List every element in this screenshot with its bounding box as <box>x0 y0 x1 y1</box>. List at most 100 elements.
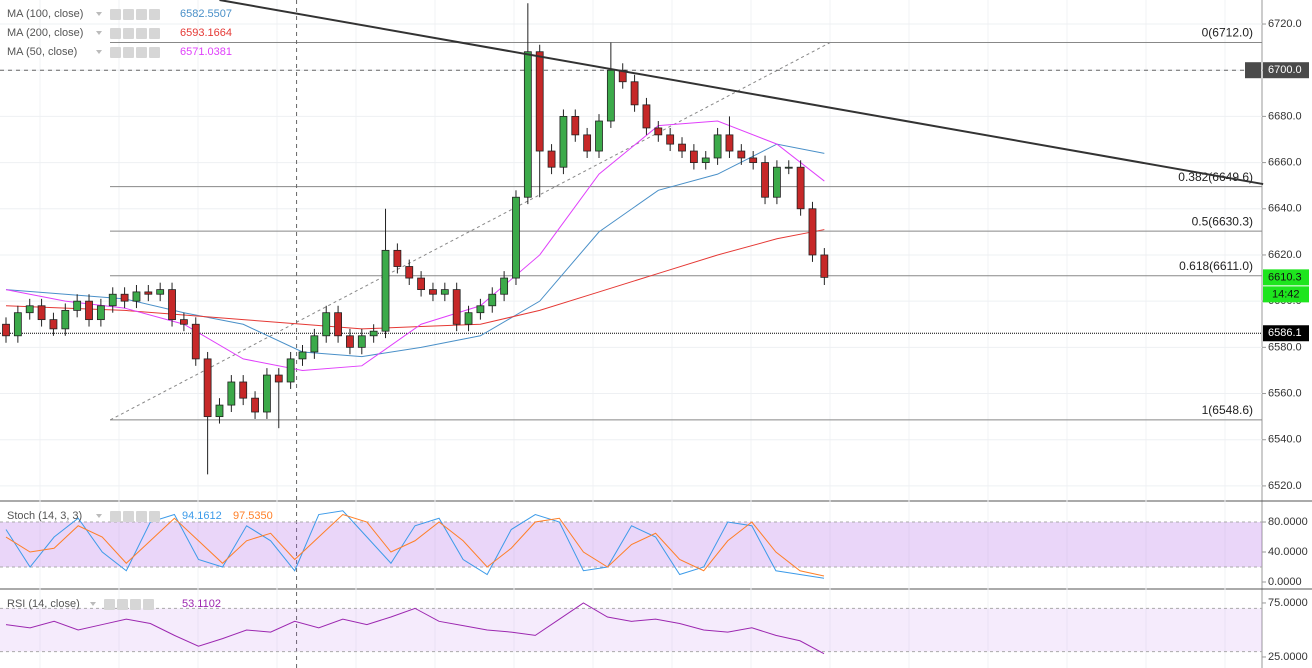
y-tick-label: 6640.0 <box>1268 203 1302 215</box>
candle-body <box>168 289 176 321</box>
candle-body <box>156 289 165 295</box>
candle-body <box>713 134 722 159</box>
candle-body <box>251 397 259 413</box>
candle-body <box>523 51 532 198</box>
candle-body <box>381 249 390 332</box>
candle-body <box>179 319 188 325</box>
candle-body <box>298 351 307 360</box>
crosshair-plus <box>1245 62 1261 79</box>
y-tick-label: 6660.0 <box>1268 156 1302 168</box>
candle-body <box>96 305 105 321</box>
candle-body <box>678 143 686 152</box>
candle-body <box>334 312 342 337</box>
candle-body <box>286 358 295 383</box>
candle-body <box>595 120 603 152</box>
legend-value: 97.5350 <box>233 510 273 522</box>
crosshair-price-box <box>1263 62 1309 79</box>
candle-body <box>796 166 805 210</box>
candle-body <box>191 323 200 360</box>
candle-body <box>322 312 331 337</box>
fib-label: 0.5(6630.3) <box>1192 214 1253 228</box>
last-price-box <box>1263 269 1309 286</box>
legend-icon <box>123 47 134 58</box>
candle-body <box>263 374 271 413</box>
candle-body <box>808 208 817 256</box>
legend-dropdown <box>96 12 102 16</box>
legend-icon <box>149 9 160 20</box>
y-tick-label: 6580.0 <box>1268 341 1302 353</box>
candle-body <box>464 312 473 325</box>
legend-icon <box>110 9 121 20</box>
legend-icon <box>130 599 141 610</box>
candle-body <box>559 115 568 168</box>
candle-body <box>571 115 580 136</box>
legend-dropdown <box>96 514 102 518</box>
candle-body <box>630 81 639 106</box>
candle-body <box>346 335 354 348</box>
y-tick-label: 75.0000 <box>1268 597 1308 609</box>
candle-body <box>666 134 675 145</box>
legend-icon <box>136 47 147 58</box>
candle-body <box>452 289 461 325</box>
candle-body <box>583 134 592 152</box>
candle-body <box>761 162 769 198</box>
legend-value: 94.1612 <box>182 510 222 522</box>
candle-body <box>535 51 544 152</box>
candle-body <box>405 266 414 279</box>
y-tick-label: 40.0000 <box>1268 546 1308 558</box>
legend-name: MA (200, close) <box>7 27 83 39</box>
candle-body <box>227 381 236 406</box>
candle-body <box>393 249 402 267</box>
candle-body <box>13 312 22 337</box>
candle-body <box>73 300 82 311</box>
fib-label: 0.618(6611.0) <box>1179 259 1253 273</box>
candle-body <box>203 358 212 418</box>
legend-icon <box>143 599 154 610</box>
candle-body <box>784 166 793 169</box>
legend-icon <box>123 9 134 20</box>
y-tick-label: 6520.0 <box>1268 480 1302 492</box>
legend-icon <box>123 511 134 522</box>
legend-icon <box>149 47 160 58</box>
candle-body <box>820 254 829 278</box>
candle-body <box>725 134 734 152</box>
legend-icon <box>123 28 134 39</box>
countdown: 14:42 <box>1272 288 1300 300</box>
y-tick-label: 6560.0 <box>1268 387 1302 399</box>
moving-average <box>5 229 825 330</box>
candle-body <box>547 150 556 168</box>
legend-icon <box>110 47 121 58</box>
indicator-line <box>5 602 825 655</box>
candle-body <box>132 291 141 302</box>
indicator-title: Stoch (14, 3, 3) <box>7 510 82 522</box>
candle-body <box>500 277 509 295</box>
fib-label: 1(6548.6) <box>1202 403 1253 417</box>
candle-body <box>61 309 70 330</box>
fib-label: 0(6712.0) <box>1202 26 1253 40</box>
candle-body <box>642 104 651 129</box>
candle-body <box>310 335 319 353</box>
candle-body <box>215 404 224 418</box>
legend-dropdown <box>96 50 102 54</box>
legend-name: MA (100, close) <box>7 8 83 20</box>
candle-body <box>749 157 758 163</box>
candle-body <box>120 293 129 302</box>
candle-body <box>144 291 153 295</box>
legend-icon <box>136 9 147 20</box>
candle-body <box>512 196 520 279</box>
y-tick-label: 25.0000 <box>1268 651 1308 663</box>
candle-body <box>773 166 781 198</box>
legend-icon <box>149 511 160 522</box>
candle-body <box>2 323 10 337</box>
legend-dropdown <box>96 31 102 35</box>
y-tick-label: 80.0000 <box>1268 516 1308 528</box>
candle-body <box>689 150 698 163</box>
horizontal-line-box <box>1263 325 1309 342</box>
indicator-line <box>5 513 825 577</box>
candle-body <box>476 305 485 314</box>
legend-icon <box>110 511 121 522</box>
legend-dropdown <box>90 602 96 606</box>
